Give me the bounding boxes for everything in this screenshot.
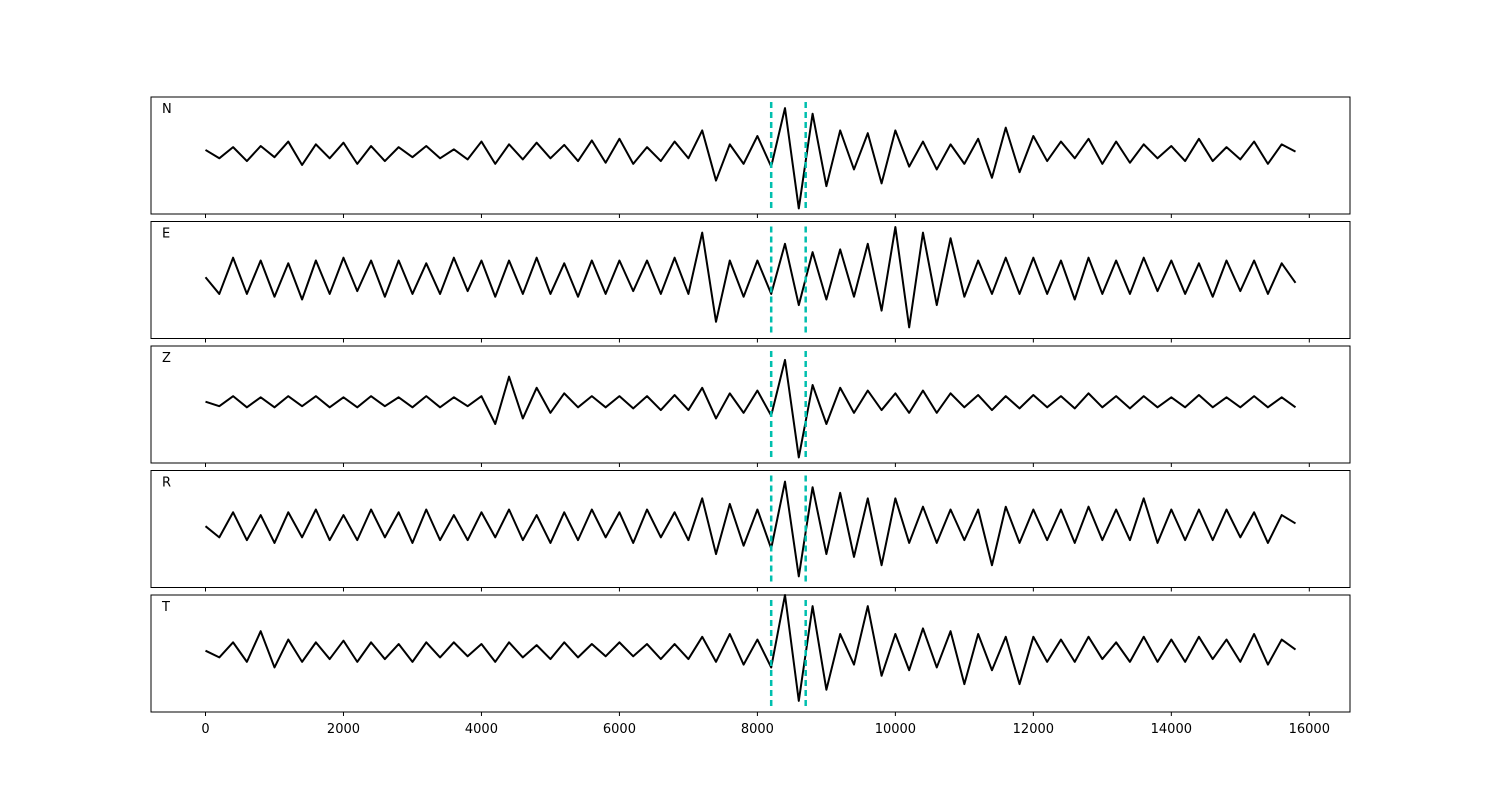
axes-frame bbox=[150, 345, 1351, 464]
axes-frame bbox=[150, 96, 1351, 215]
x-tick-label: 2000 bbox=[327, 722, 360, 737]
x-tick-label: 10000 bbox=[875, 722, 916, 737]
trace bbox=[205, 358, 1297, 459]
axes-frame bbox=[150, 470, 1351, 588]
x-tick-label: 16000 bbox=[1289, 722, 1330, 737]
axes-frame bbox=[150, 221, 1351, 339]
trace bbox=[204, 480, 1297, 578]
panel-label: E bbox=[162, 227, 170, 242]
panel-label: Z bbox=[162, 351, 171, 366]
x-tick-label: 0 bbox=[201, 722, 209, 737]
x-tick-label: 6000 bbox=[603, 722, 636, 737]
trace bbox=[204, 226, 1297, 329]
trace bbox=[204, 107, 1296, 210]
axes-frame bbox=[150, 594, 1351, 713]
x-tick-label: 8000 bbox=[741, 722, 774, 737]
trace bbox=[205, 594, 1297, 702]
panel-label: R bbox=[162, 476, 171, 491]
panel-label: T bbox=[161, 600, 170, 615]
x-tick-label: 14000 bbox=[1151, 722, 1192, 737]
panel-label: N bbox=[162, 102, 172, 117]
x-tick-label: 12000 bbox=[1013, 722, 1054, 737]
x-tick-label: 4000 bbox=[465, 722, 498, 737]
